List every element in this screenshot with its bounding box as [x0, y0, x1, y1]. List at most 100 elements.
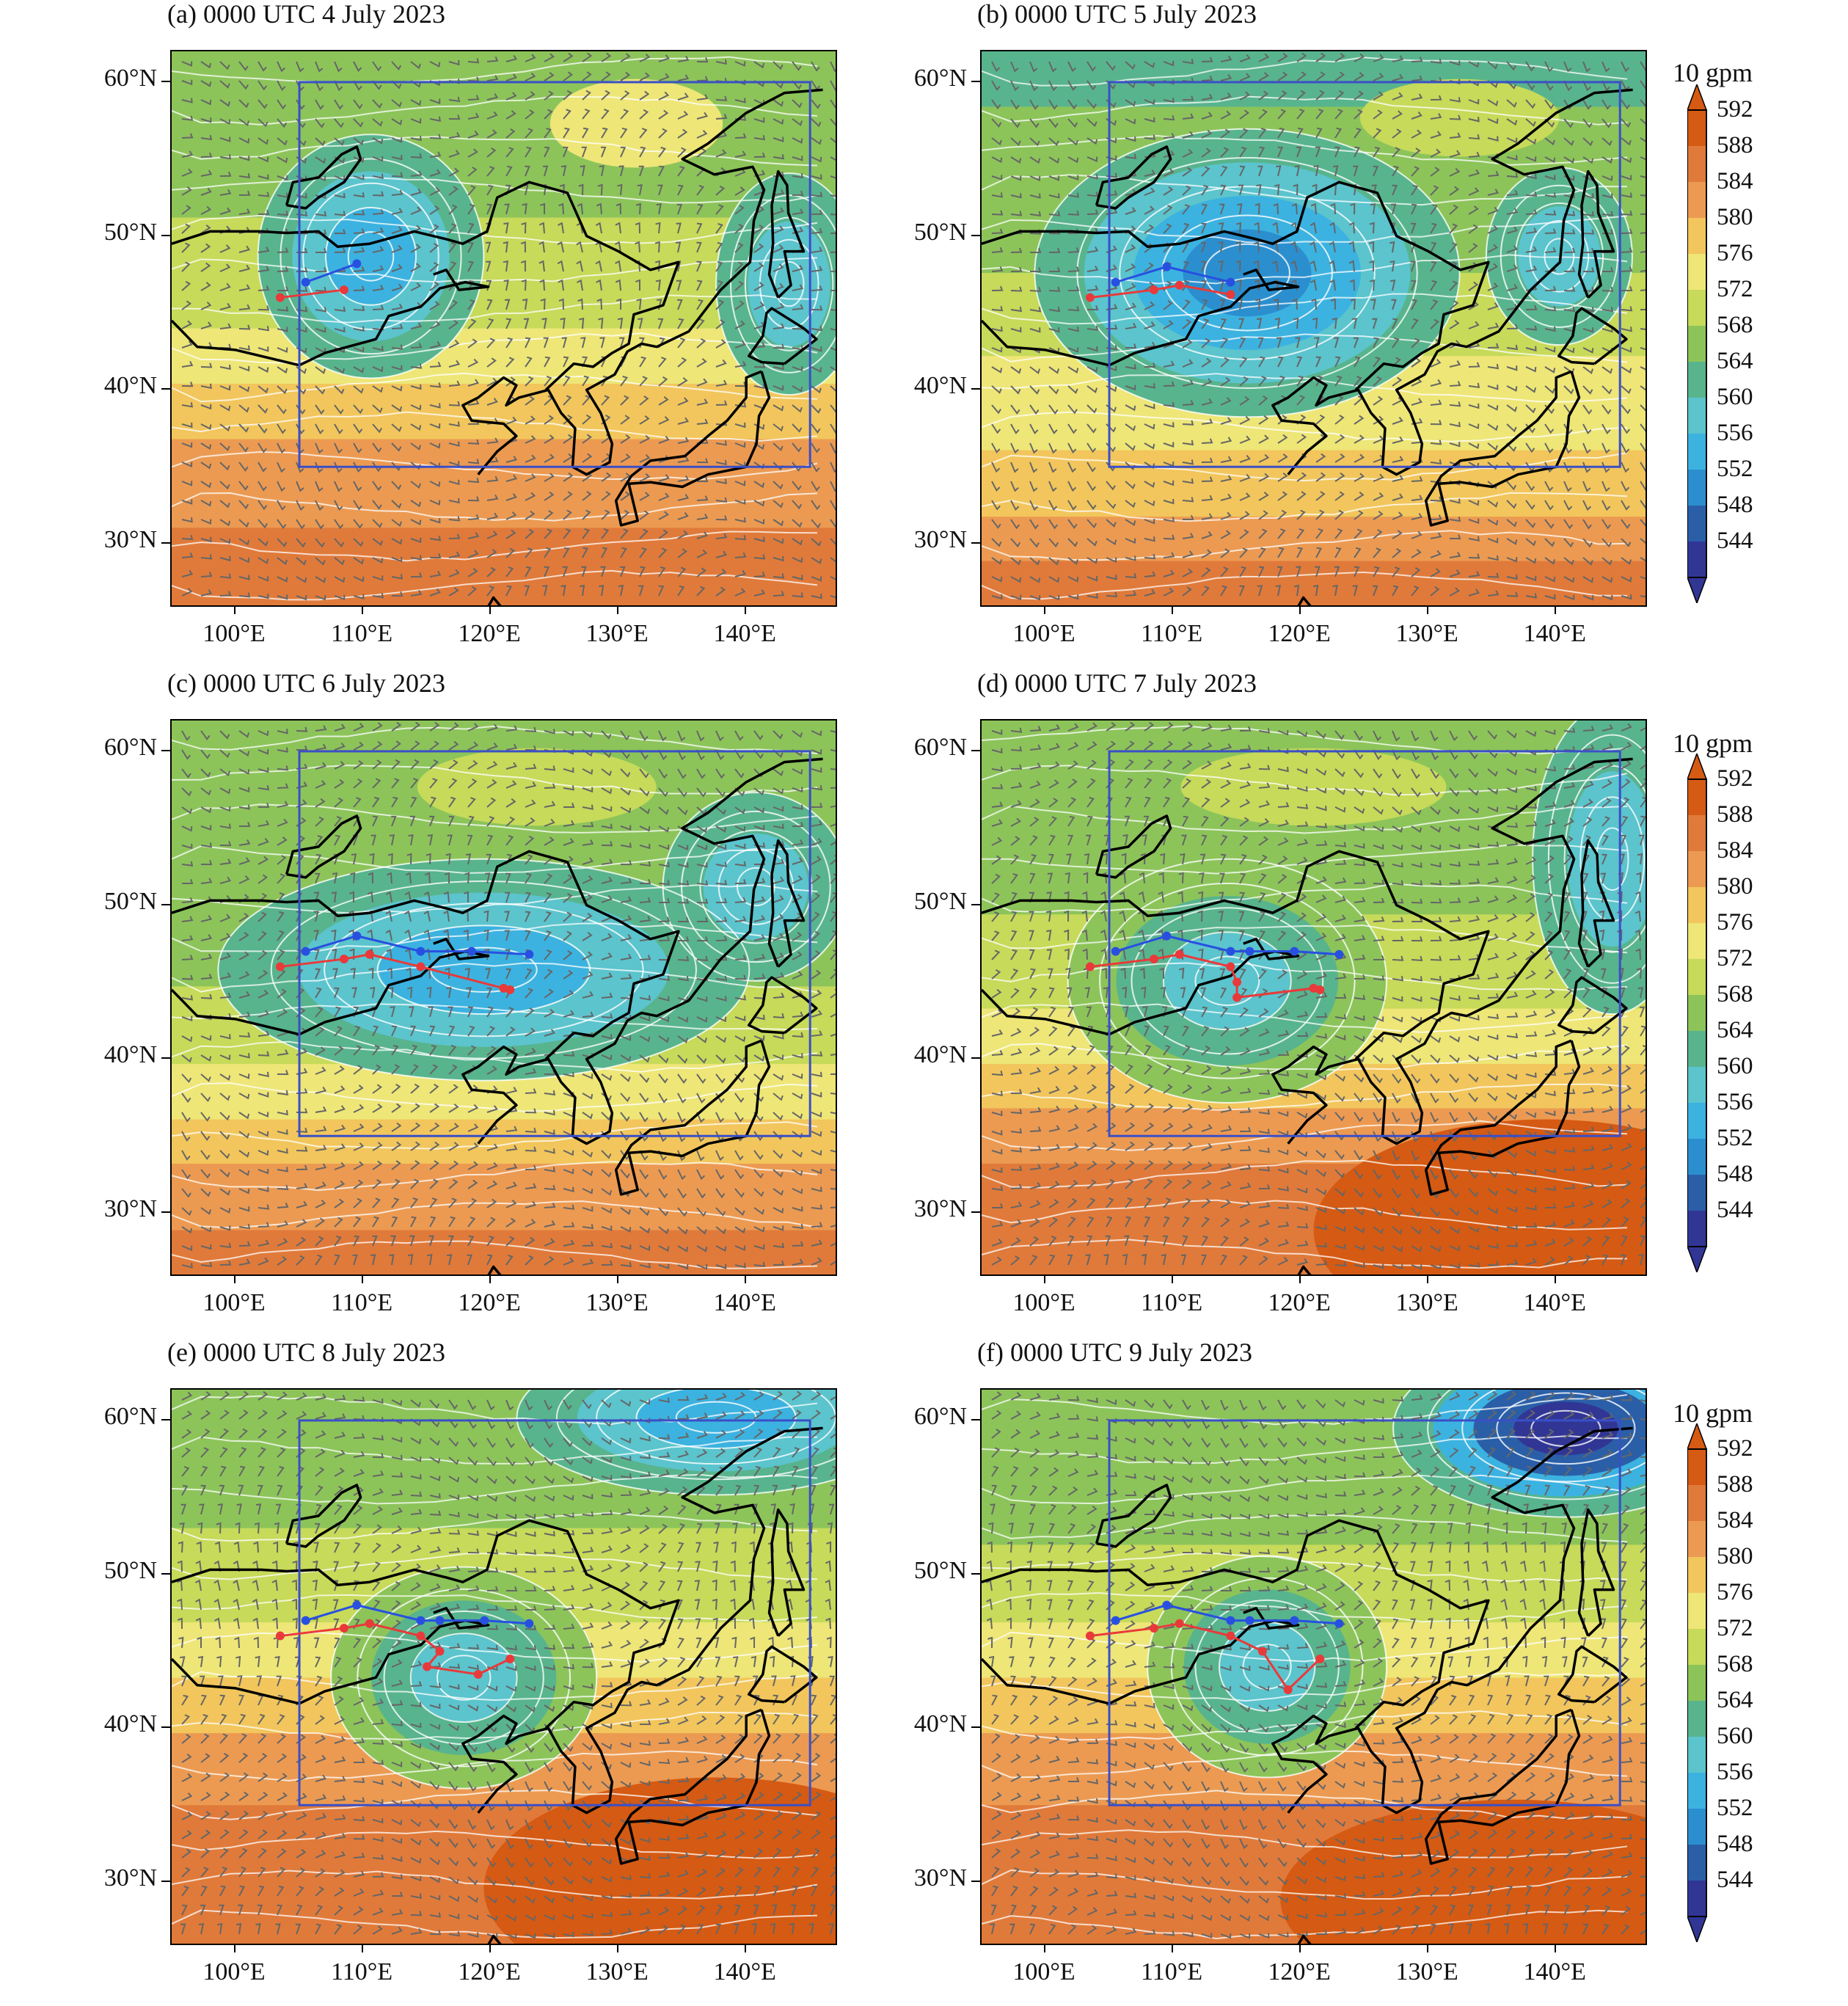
- wind-barb: [991, 385, 1002, 394]
- wind-barb: [1010, 1147, 1023, 1153]
- wind-barb: [1449, 442, 1461, 448]
- wind-barb: [219, 555, 231, 562]
- wind-barb: [277, 404, 287, 415]
- wind-barb: [792, 442, 802, 453]
- wind-barb: [1621, 1025, 1629, 1037]
- wind-barb: [601, 876, 613, 884]
- wind-barb: [181, 787, 192, 797]
- wind-barb: [334, 1235, 342, 1247]
- wind-barb: [1125, 1044, 1133, 1056]
- wind-barb: [277, 557, 288, 566]
- wind-barb: [1354, 434, 1365, 444]
- contour-line: [172, 1830, 818, 1859]
- wind-barb: [1106, 591, 1118, 598]
- wind-barb: [1239, 1200, 1251, 1208]
- wind-barb: [1086, 519, 1098, 529]
- wind-barb: [715, 1207, 726, 1217]
- wind-barb: [1640, 194, 1646, 197]
- wind-barb: [677, 936, 690, 942]
- wind-barb: [448, 1476, 460, 1483]
- wind-barb: [505, 1704, 517, 1713]
- wind-barb: [1334, 1188, 1345, 1197]
- wind-barb: [715, 400, 728, 406]
- wind-barb: [505, 1145, 518, 1151]
- wind-barb: [1640, 462, 1646, 473]
- wind-barb: [792, 1150, 803, 1158]
- wind-barb: [1640, 269, 1646, 272]
- wind-barb: [1029, 423, 1039, 435]
- lat-tick: [971, 234, 980, 236]
- wind-barb: [1373, 1131, 1382, 1142]
- wind-barb: [1506, 190, 1519, 196]
- wind-barb: [258, 969, 269, 980]
- wind-barb: [1144, 1025, 1150, 1037]
- wind-barb: [1334, 973, 1347, 980]
- wind-barb: [1201, 93, 1213, 101]
- wind-barb: [503, 260, 509, 272]
- wind-barb: [1334, 472, 1345, 482]
- wind-barb: [334, 576, 346, 583]
- wind-barb: [429, 721, 440, 732]
- wind-barb: [1411, 845, 1422, 851]
- wind-barb: [200, 825, 212, 831]
- wind-barb: [811, 730, 822, 737]
- wind-barb: [296, 423, 305, 434]
- wind-barb: [353, 1065, 363, 1075]
- wind-barb: [258, 99, 268, 109]
- wind-barb: [1525, 1240, 1538, 1247]
- wind-barb: [639, 916, 651, 922]
- wind-barb: [1048, 1006, 1056, 1018]
- wind-barb: [1029, 1026, 1040, 1037]
- wind-barb: [238, 1169, 250, 1176]
- wind-barb: [315, 1236, 324, 1247]
- wind-barb: [658, 1487, 670, 1496]
- wind-barb: [658, 996, 670, 1002]
- wind-barb: [1277, 874, 1288, 884]
- wind-barb: [753, 243, 764, 253]
- wind-barb: [1315, 1013, 1328, 1018]
- wind-barb: [696, 477, 709, 483]
- wind-barb: [486, 1198, 497, 1208]
- wind-barb: [827, 1522, 833, 1534]
- wind-barb: [734, 1169, 745, 1180]
- lat-tick: [161, 749, 170, 751]
- wind-barb: [830, 290, 836, 292]
- lat-tick-label: 40°N: [103, 372, 157, 400]
- wind-barb: [811, 366, 822, 373]
- wind-barb: [258, 156, 269, 163]
- lat-tick-label: 50°N: [103, 887, 157, 915]
- wind-barb: [1220, 92, 1232, 101]
- wind-barb: [1182, 497, 1194, 503]
- wind-barb: [1293, 183, 1299, 196]
- wind-barb: [639, 547, 648, 558]
- wind-barb: [1373, 1245, 1384, 1252]
- wind-barb: [601, 1641, 613, 1649]
- wind-barb: [1392, 55, 1404, 62]
- wind-barb: [200, 1169, 211, 1179]
- wind-barb: [1468, 382, 1480, 389]
- wind-barb: [1239, 511, 1250, 520]
- wind-barb: [1182, 722, 1194, 732]
- wind-barb: [1487, 442, 1498, 451]
- wind-barb: [485, 872, 491, 884]
- wind-barb: [1487, 263, 1499, 272]
- wind-barb: [258, 950, 268, 960]
- wind-barb: [1430, 1035, 1442, 1043]
- wind-barb: [538, 260, 545, 272]
- wind-barb: [1258, 566, 1265, 577]
- wind-barb: [1544, 969, 1555, 980]
- wind-barb: [734, 535, 747, 541]
- wind-barb: [353, 557, 365, 565]
- wind-barb: [1182, 167, 1193, 177]
- wind-barb: [753, 224, 764, 234]
- wind-barb: [1506, 839, 1519, 846]
- wind-barb: [1144, 117, 1155, 123]
- wind-barb: [601, 894, 613, 903]
- wind-barb: [1582, 366, 1594, 374]
- wind-barb: [200, 1188, 211, 1197]
- wind-barb: [219, 1093, 230, 1101]
- wind-barb: [694, 1580, 701, 1591]
- wind-barb: [505, 1181, 517, 1189]
- wind-barb: [277, 462, 285, 473]
- wind-barb: [505, 872, 511, 884]
